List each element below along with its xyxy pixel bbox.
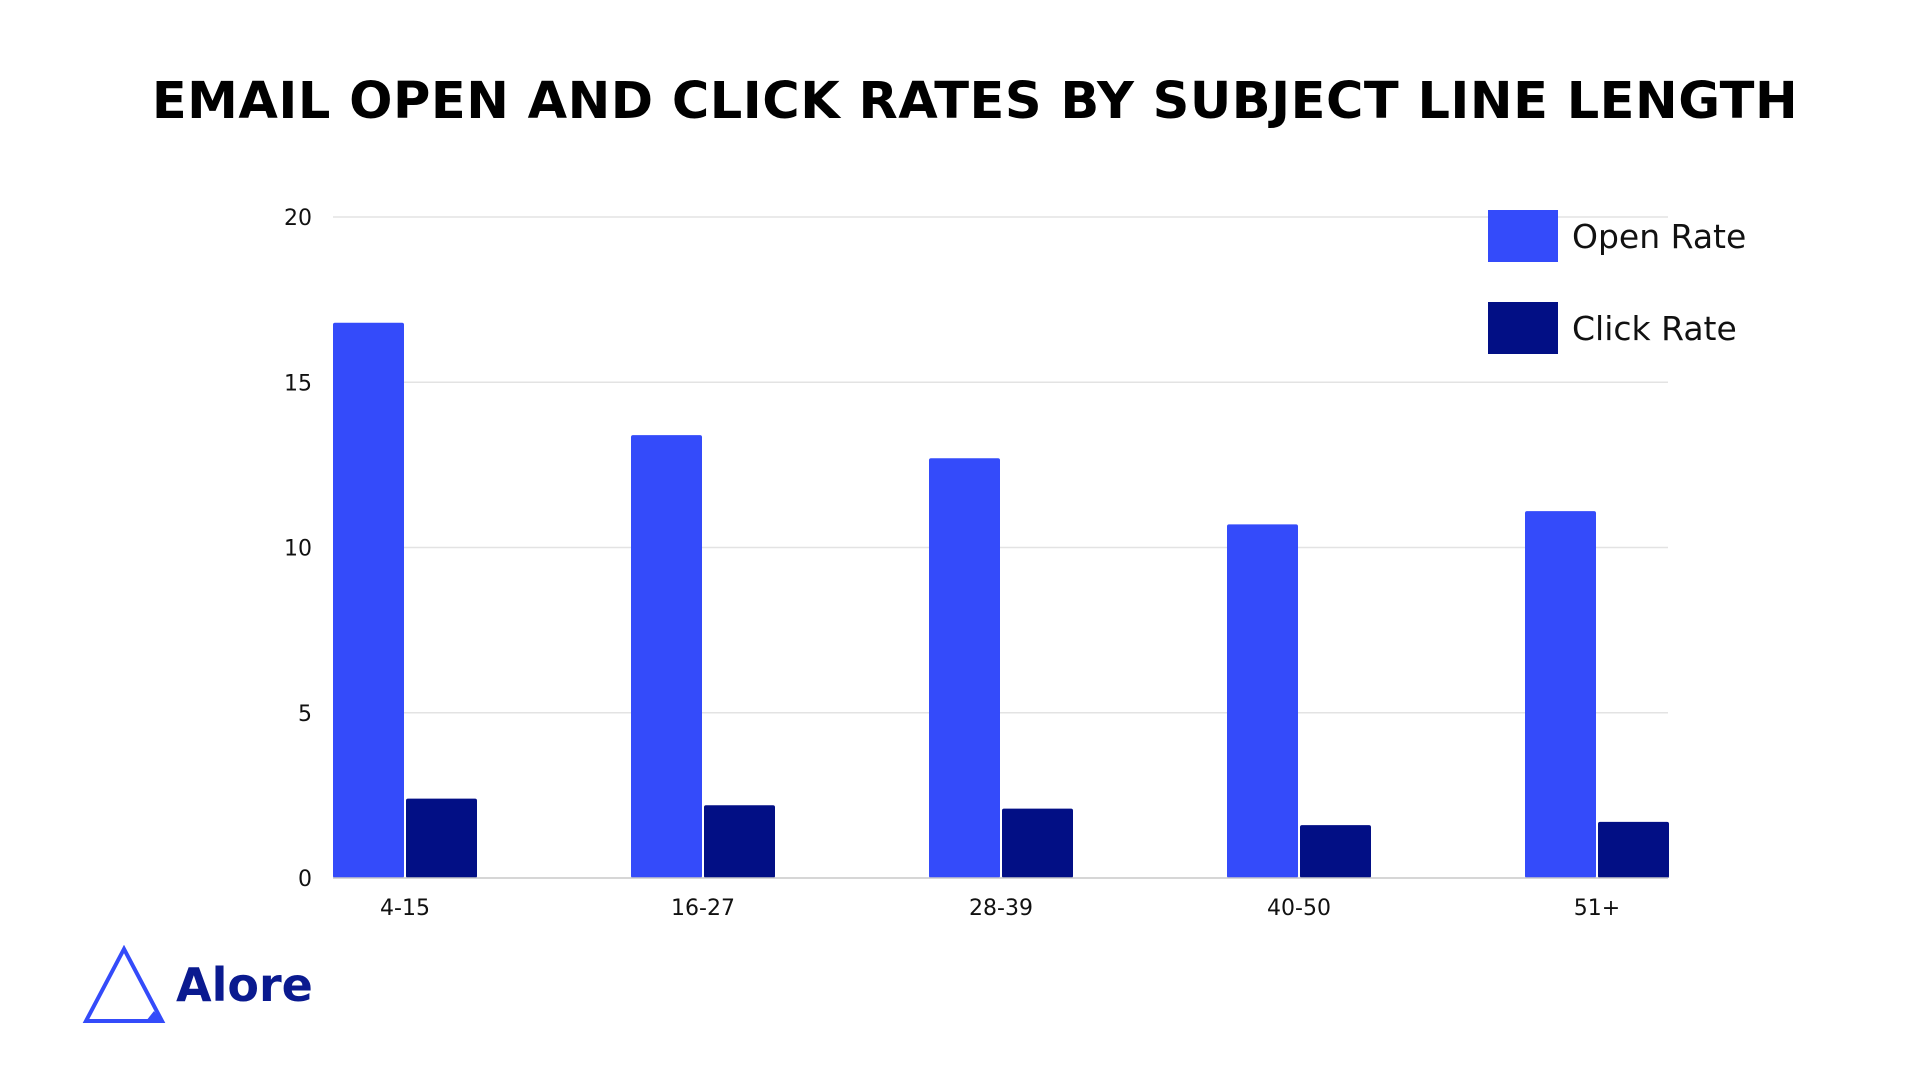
y-axis-ticks: 0 5 10 15 20 (284, 206, 312, 892)
gridlines (333, 216, 1668, 714)
chart-title: EMAIL OPEN AND CLICK RATES BY SUBJECT LI… (151, 72, 1799, 131)
bar-open-rate-16-27 (631, 435, 702, 878)
bar-open-rate-40-50 (1227, 524, 1298, 878)
legend-item-click-rate: Click Rate (1488, 302, 1746, 354)
bar-click-rate-40-50 (1300, 825, 1371, 878)
bar-open-rate-28-39 (929, 458, 1000, 878)
bar-click-rate-28-39 (1002, 808, 1073, 878)
legend-swatch-open-rate (1488, 210, 1558, 262)
x-tick-label: 4-15 (380, 896, 430, 921)
bar-click-rate-16-27 (704, 805, 775, 878)
triangle-logo-icon (82, 945, 166, 1023)
y-tick-label: 10 (284, 537, 312, 562)
bar-open-rate-51+ (1525, 511, 1596, 878)
x-axis-ticks: 4-15 16-27 28-39 40-50 51+ (380, 896, 1620, 921)
bar-click-rate-4-15 (406, 798, 477, 878)
y-tick-label: 15 (284, 371, 312, 396)
bars (333, 322, 1669, 878)
brand: Alore (82, 945, 313, 1025)
legend-item-open-rate: Open Rate (1488, 210, 1746, 262)
y-tick-label: 20 (284, 206, 312, 231)
y-tick-label: 0 (298, 867, 312, 892)
x-tick-label: 40-50 (1267, 896, 1331, 921)
brand-name: Alore (176, 958, 313, 1012)
x-tick-label: 16-27 (671, 896, 735, 921)
legend-swatch-click-rate (1488, 302, 1558, 354)
y-tick-label: 5 (298, 702, 312, 727)
bar-click-rate-51+ (1598, 821, 1669, 878)
x-tick-label: 28-39 (969, 896, 1033, 921)
legend-label-open-rate: Open Rate (1572, 216, 1747, 256)
legend: Open Rate Click Rate (1488, 210, 1746, 394)
bar-open-rate-4-15 (333, 322, 404, 878)
legend-label-click-rate: Click Rate (1572, 308, 1737, 348)
x-tick-label: 51+ (1574, 896, 1620, 921)
